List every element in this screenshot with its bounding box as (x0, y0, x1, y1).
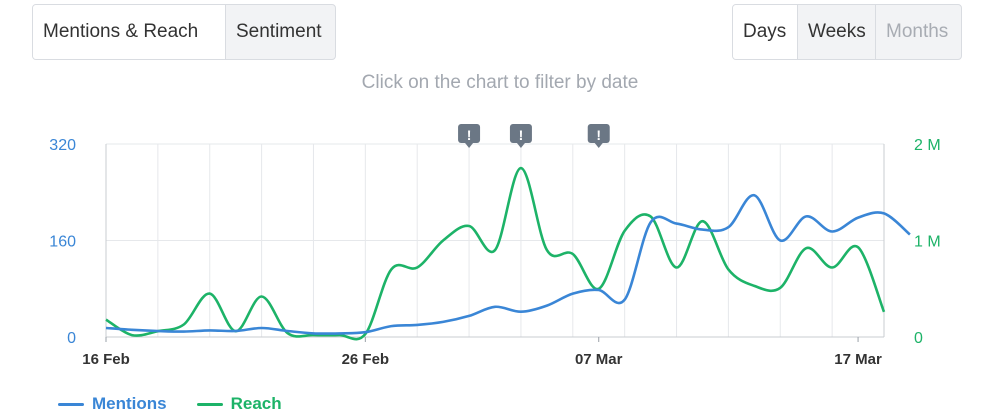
event-markers: !!! (458, 124, 610, 148)
period-toggle: Days Weeks Months (732, 4, 962, 60)
series-line-mentions (105, 194, 911, 335)
event-marker-glyph: ! (519, 127, 524, 143)
chart-legend: Mentions Reach (58, 394, 282, 414)
metric-tabs: Mentions & Reach Sentiment (32, 4, 336, 60)
event-marker-icon[interactable]: ! (587, 124, 610, 148)
tab-sentiment[interactable]: Sentiment (225, 5, 335, 59)
event-marker-pointer (516, 143, 525, 148)
x-tick-label: 16 Feb (82, 351, 130, 368)
legend-swatch-mentions (58, 402, 84, 406)
event-marker-badge (587, 124, 610, 143)
legend-label-reach: Reach (230, 394, 282, 413)
legend-label-mentions: Mentions (92, 394, 167, 413)
x-tick-label: 07 Mar (575, 351, 623, 368)
legend-item-mentions[interactable]: Mentions (58, 394, 167, 414)
event-marker-pointer (465, 143, 474, 148)
y-tick-right: 0 (914, 330, 923, 347)
period-weeks-button[interactable]: Weeks (797, 5, 875, 59)
chart-hint: Click on the chart to filter by date (361, 72, 639, 93)
legend-item-reach[interactable]: Reach (196, 394, 282, 414)
tab-mentions-reach[interactable]: Mentions & Reach (33, 5, 225, 59)
x-tick-label: 26 Feb (342, 351, 390, 368)
legend-swatch-reach (196, 402, 223, 406)
event-marker-icon[interactable]: ! (509, 124, 532, 148)
period-months-button[interactable]: Months (875, 5, 961, 59)
y-tick-left: 0 (67, 330, 76, 347)
chart-axes: 0 160 320 0 1 M 2 M 16 Feb 26 Feb 07 Mar 17 Mar (49, 137, 940, 368)
event-marker-pointer (594, 143, 603, 148)
event-marker-badge (458, 124, 481, 143)
y-tick-right: 2 M (914, 137, 941, 154)
y-tick-right: 1 M (914, 234, 941, 251)
period-days-button[interactable]: Days (733, 5, 797, 59)
y-tick-left: 320 (49, 137, 76, 154)
x-tick-label: 17 Mar (834, 351, 882, 368)
series-line-reach (105, 166, 886, 341)
event-marker-icon[interactable]: ! (458, 124, 481, 148)
chart-series (105, 166, 911, 341)
event-marker-badge (509, 124, 532, 143)
event-marker-glyph: ! (596, 127, 601, 143)
y-tick-left: 160 (49, 234, 76, 251)
event-marker-glyph: ! (467, 127, 472, 143)
